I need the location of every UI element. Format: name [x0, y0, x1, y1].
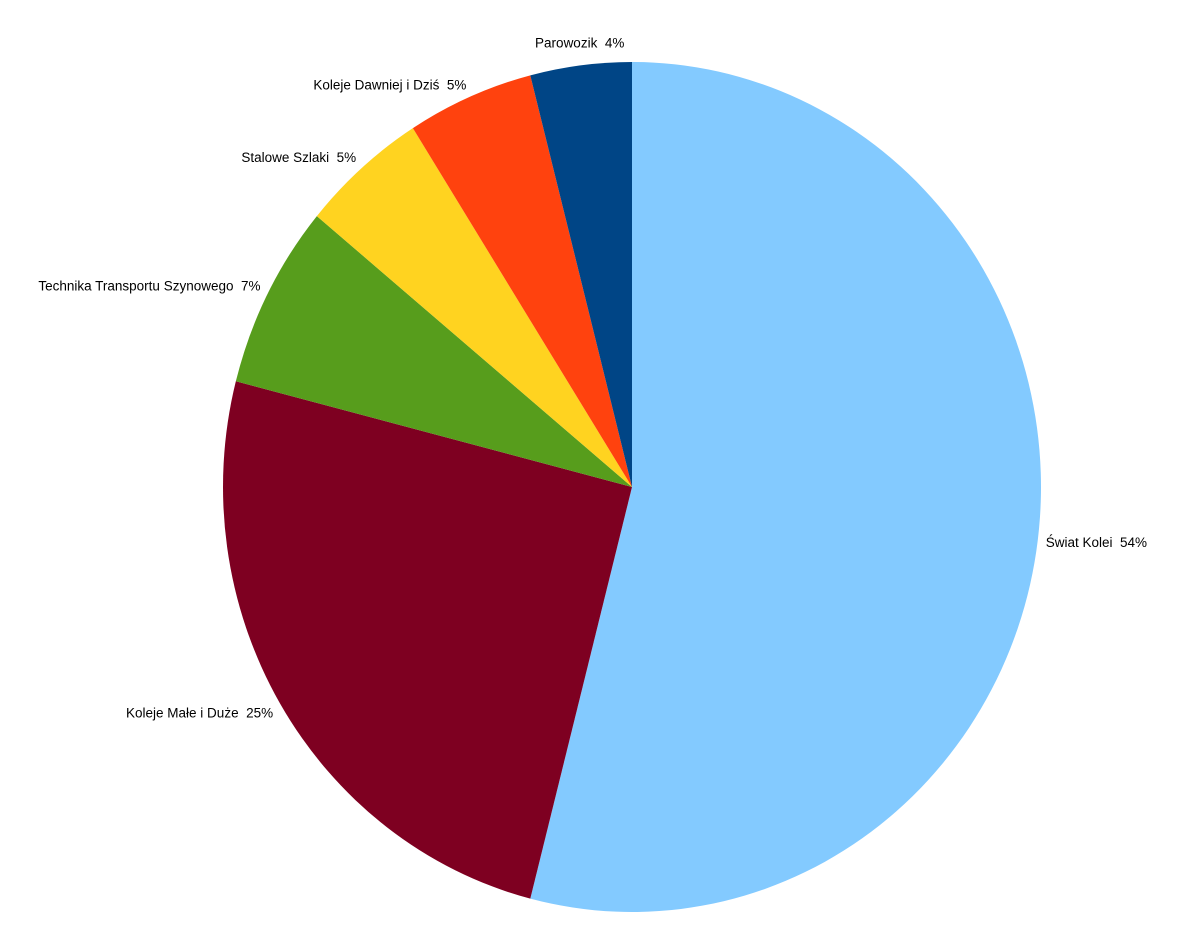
pie-slice-parowozik [530, 62, 632, 487]
pie-slice-koleje-male-i-duze [223, 381, 633, 899]
pie-label-koleje-male-i-duze: Koleje Małe i Duże 25% [126, 706, 273, 721]
pie-slice-swiat-kolei [530, 62, 1041, 913]
pie-label-parowozik: Parowozik 4% [535, 35, 624, 50]
pie-labels: Świat Kolei 54% Koleje Małe i Duże 25% Tec… [38, 35, 1147, 720]
pie-slices [223, 62, 1041, 913]
pie-label-technika-transportu-szynowego: Technika Transportu Szynowego 7% [38, 278, 260, 293]
pie-slice-technika-transportu-szynowego [235, 216, 632, 487]
pie-slice-stalowe-szlaki [316, 128, 632, 487]
pie-label-swiat-kolei: Świat Kolei 54% [1046, 535, 1147, 550]
pie-label-koleje-dawniej-i-dzis: Koleje Dawniej i Dziś 5% [313, 78, 466, 93]
pie-slice-koleje-dawniej-i-dzis [412, 75, 632, 487]
pie-label-stalowe-szlaki: Stalowe Szlaki 5% [241, 150, 356, 165]
